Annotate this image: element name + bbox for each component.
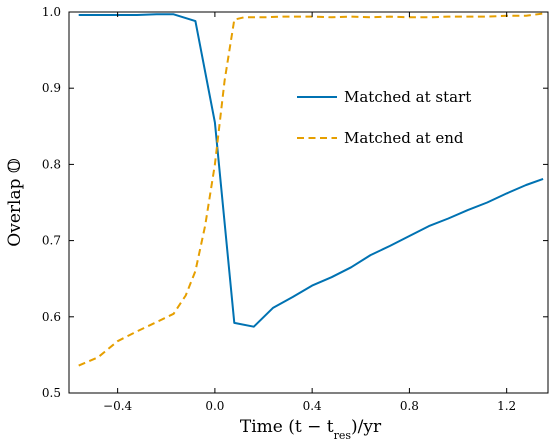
x-tick-label: 0.4 xyxy=(303,399,322,413)
x-tick-label: 0.0 xyxy=(205,399,224,413)
y-tick-label: 0.7 xyxy=(42,234,61,248)
y-axis-title: Overlap 𝕆 xyxy=(5,158,25,247)
series-line-matched-at-start xyxy=(78,13,544,328)
plot-lines xyxy=(78,12,544,367)
y-tick-label: 0.9 xyxy=(42,81,61,95)
legend: Matched at start Matched at end xyxy=(297,88,471,147)
y-tick-label: 1.0 xyxy=(42,5,61,19)
x-tick-label: −0.4 xyxy=(103,399,133,413)
ticks: −0.4 0.0 0.4 0.8 1.2 0.5 0.6 0.7 0.8 0.9 1.0 xyxy=(42,5,548,413)
x-tick-label: 0.8 xyxy=(400,399,419,413)
series-line-matched-at-end xyxy=(78,12,544,367)
y-tick-label: 0.8 xyxy=(42,157,61,171)
legend-label-matched-at-start: Matched at start xyxy=(344,88,471,106)
y-tick-label: 0.5 xyxy=(42,386,61,400)
legend-label-matched-at-end: Matched at end xyxy=(344,129,464,147)
x-axis-title: Time (t − tres)/yr xyxy=(240,417,382,442)
x-tick-label: 1.2 xyxy=(497,399,516,413)
y-tick-label: 0.6 xyxy=(42,310,61,324)
plot-frame xyxy=(68,11,549,394)
